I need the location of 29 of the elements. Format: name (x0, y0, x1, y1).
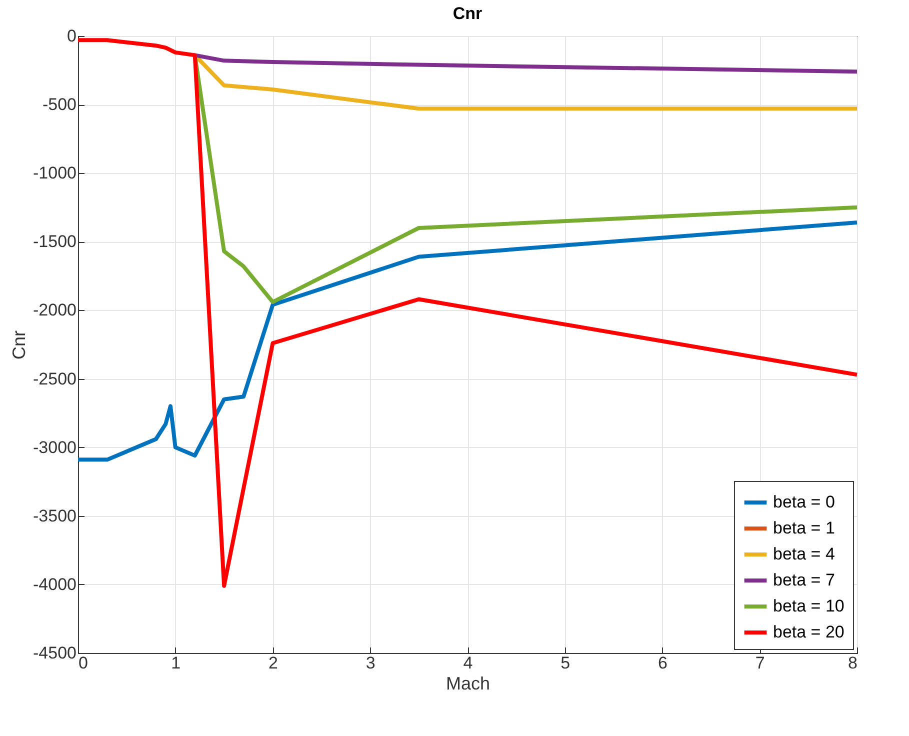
chart-title: Cnr (452, 4, 483, 23)
y-tick-label: -2000 (33, 300, 76, 320)
y-tick-label: -500 (42, 95, 76, 114)
y-tick-label: -1500 (33, 232, 76, 252)
x-axis-title: Mach (446, 674, 490, 694)
x-tick-label: 5 (560, 654, 570, 672)
x-tick-label: 1 (171, 654, 181, 672)
x-tick-label: 3 (366, 654, 376, 672)
x-tick-label: 8 (848, 654, 858, 672)
y-tick-label: -2500 (33, 369, 76, 388)
y-tick-label: -1000 (33, 164, 76, 183)
legend-label: beta = 1 (773, 518, 835, 538)
x-tick-label: 2 (268, 654, 278, 672)
legend-label: beta = 4 (773, 544, 835, 564)
x-tick-label: 0 (78, 654, 88, 672)
y-tick-label: -3000 (33, 438, 76, 457)
y-tick-label: -4500 (33, 644, 76, 662)
legend-label: beta = 20 (773, 622, 844, 642)
y-tick-label: -3500 (33, 506, 76, 526)
legend-label: beta = 0 (773, 492, 835, 512)
x-tick-label: 6 (658, 654, 668, 672)
x-tick-label: 7 (755, 654, 765, 672)
y-tick-label: -4000 (33, 574, 76, 594)
x-tick-label: 4 (463, 654, 473, 672)
line-series (76, 220, 859, 462)
legend-label: beta = 10 (773, 596, 844, 616)
y-tick-label: 0 (67, 26, 76, 46)
y-axis-title: Cnr (9, 330, 30, 360)
legend-label: beta = 7 (773, 570, 835, 590)
